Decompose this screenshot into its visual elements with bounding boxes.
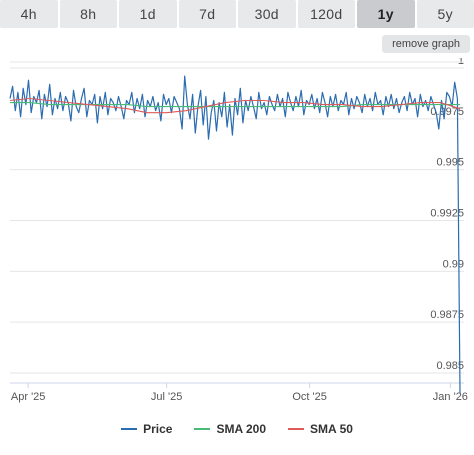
tab-30d[interactable]: 30d bbox=[238, 0, 296, 28]
x-tick-label: Jul '25 bbox=[151, 391, 182, 403]
tab-5y[interactable]: 5y bbox=[416, 0, 474, 28]
x-tick-label: Apr '25 bbox=[11, 391, 46, 403]
tab-1d[interactable]: 1d bbox=[119, 0, 177, 28]
tab-1y[interactable]: 1y bbox=[357, 0, 415, 28]
tab-4h[interactable]: 4h bbox=[0, 0, 58, 28]
legend-item-price[interactable]: Price bbox=[121, 420, 172, 438]
legend-swatch-sma-200 bbox=[194, 428, 211, 430]
legend-item-sma-50[interactable]: SMA 50 bbox=[288, 420, 353, 438]
legend-swatch-sma-50 bbox=[288, 428, 305, 430]
x-tick-label: Oct '25 bbox=[292, 391, 327, 403]
chart-legend: Price SMA 200 SMA 50 bbox=[0, 420, 474, 438]
sma-50-series-line bbox=[9, 97, 461, 114]
tab-7d[interactable]: 7d bbox=[178, 0, 236, 28]
legend-label-sma-50: SMA 50 bbox=[310, 422, 353, 436]
tab-120d[interactable]: 120d bbox=[297, 0, 355, 28]
legend-swatch-price bbox=[121, 428, 138, 430]
y-tick-label: 0.9975 bbox=[430, 106, 464, 118]
y-tick-label: 0.99 bbox=[443, 258, 464, 270]
legend-label-price: Price bbox=[143, 422, 173, 436]
y-tick-label: 0.9925 bbox=[430, 208, 464, 220]
y-tick-label: 0.995 bbox=[436, 157, 464, 169]
y-tick-label: 0.985 bbox=[436, 360, 464, 372]
tab-8h[interactable]: 8h bbox=[59, 0, 117, 28]
range-tab-bar: 4h 8h 1d 7d 30d 120d 1y 5y bbox=[0, 0, 474, 30]
legend-label-sma-200: SMA 200 bbox=[216, 422, 267, 436]
x-tick-label: Jan '26 bbox=[433, 391, 468, 403]
legend-item-sma-200[interactable]: SMA 200 bbox=[194, 420, 266, 438]
price-series-line bbox=[9, 75, 461, 394]
remove-graph-button[interactable]: remove graph bbox=[382, 35, 470, 53]
y-tick-label: 0.9875 bbox=[430, 309, 464, 321]
